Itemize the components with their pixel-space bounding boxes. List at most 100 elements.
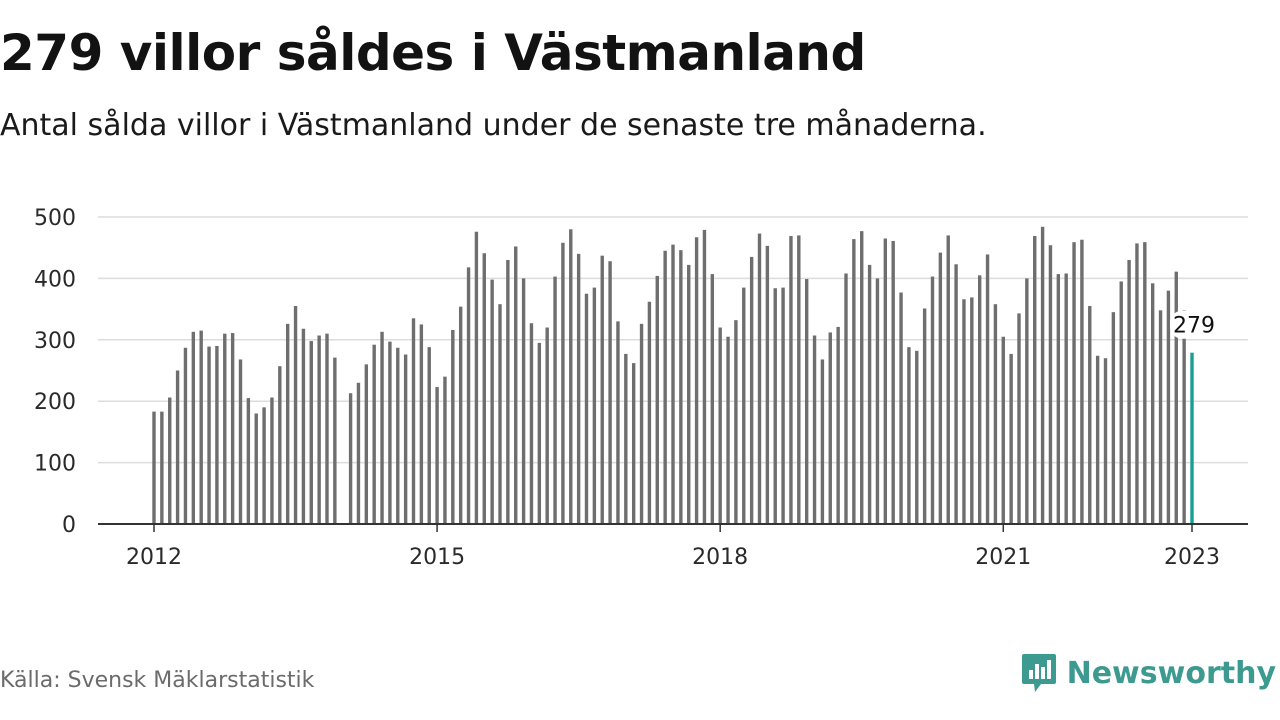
bar <box>372 344 376 524</box>
bar <box>867 264 872 524</box>
bar <box>1103 358 1108 524</box>
bar <box>285 323 290 524</box>
bar <box>553 276 557 524</box>
bar <box>1048 245 1053 524</box>
bar <box>466 267 471 524</box>
bar <box>223 333 227 524</box>
bar <box>443 376 447 524</box>
x-axis-ticks: 2012 2015 2018 2021 2023 <box>126 524 1220 570</box>
bar <box>1111 312 1116 524</box>
bar <box>1001 336 1005 524</box>
bar <box>262 407 266 524</box>
bar <box>309 341 313 524</box>
y-tick-label: 500 <box>34 206 76 231</box>
bar <box>183 347 188 524</box>
bar <box>938 252 943 525</box>
bar <box>899 292 903 524</box>
bar <box>160 411 164 524</box>
bar <box>254 413 258 524</box>
source-note: Källa: Svensk Mäklarstatistik <box>0 668 315 693</box>
bar <box>970 297 974 524</box>
y-tick-label: 200 <box>34 390 76 415</box>
bar <box>498 304 502 524</box>
bar <box>396 347 400 524</box>
bar <box>883 238 888 525</box>
bar <box>639 323 644 524</box>
bar <box>293 306 298 524</box>
bar <box>773 288 777 524</box>
bar <box>474 231 479 525</box>
bar <box>1095 355 1100 524</box>
bar-highlight <box>1190 352 1194 524</box>
bar <box>537 342 542 524</box>
bar <box>962 299 966 524</box>
bar <box>191 331 196 524</box>
bar <box>812 335 817 524</box>
bar <box>270 397 274 524</box>
bar <box>789 236 793 524</box>
bar <box>514 246 518 524</box>
chart-subtitle: Antal sålda villor i Västmanland under d… <box>0 108 987 143</box>
bar <box>1150 283 1155 524</box>
bar <box>490 279 494 524</box>
bar <box>663 250 667 524</box>
bar <box>757 233 762 524</box>
bar <box>458 306 463 524</box>
bar <box>977 275 982 524</box>
bar <box>1182 310 1186 524</box>
bar <box>671 244 675 524</box>
bar <box>1119 281 1123 524</box>
bar <box>388 341 392 524</box>
bar <box>207 346 211 524</box>
bar <box>891 240 895 524</box>
brand-logo[interactable]: Newsworthy <box>1021 652 1276 694</box>
bar <box>411 318 416 524</box>
y-tick-label: 0 <box>62 513 76 538</box>
bar <box>804 279 809 524</box>
bar <box>694 237 699 524</box>
bar <box>230 333 235 524</box>
bar <box>1040 226 1045 524</box>
bar <box>687 264 691 524</box>
bar <box>1017 313 1021 524</box>
bar <box>915 350 919 524</box>
bar <box>403 354 408 524</box>
bar <box>215 345 219 524</box>
bar <box>797 235 801 525</box>
bar <box>1127 259 1131 524</box>
bar <box>734 320 738 524</box>
bar <box>844 273 848 524</box>
bar <box>333 357 337 524</box>
bar <box>199 330 203 524</box>
bar <box>278 366 282 524</box>
bar <box>419 324 424 524</box>
bar <box>930 276 935 524</box>
bar <box>946 235 950 525</box>
bar <box>1056 274 1061 524</box>
bar <box>301 328 306 524</box>
bar <box>1088 306 1092 524</box>
x-tick-label: 2021 <box>975 545 1031 570</box>
bar <box>348 393 353 524</box>
bar <box>1064 273 1068 524</box>
y-tick-label: 100 <box>34 452 76 477</box>
bar <box>1080 239 1084 524</box>
bar <box>954 264 958 524</box>
bar <box>907 347 911 524</box>
newsworthy-logo-icon <box>1021 654 1056 692</box>
y-axis-ticks: 0 100 200 300 400 500 <box>34 206 76 538</box>
bar <box>631 363 636 524</box>
highlight-annotation: 279 <box>1170 310 1218 339</box>
y-tick-label: 300 <box>34 329 76 354</box>
bar <box>985 254 990 524</box>
bar <box>168 397 172 524</box>
bar <box>836 326 840 524</box>
value-label: 279 <box>1173 314 1215 339</box>
y-tick-label: 400 <box>34 267 76 292</box>
bar <box>1033 236 1037 524</box>
bar <box>152 411 156 524</box>
bar <box>624 353 628 524</box>
bar-chart: 0 100 200 300 400 500 2012 2015 2018 2021 2023 27… <box>34 206 1248 570</box>
bar <box>569 229 573 524</box>
bar <box>521 278 526 524</box>
